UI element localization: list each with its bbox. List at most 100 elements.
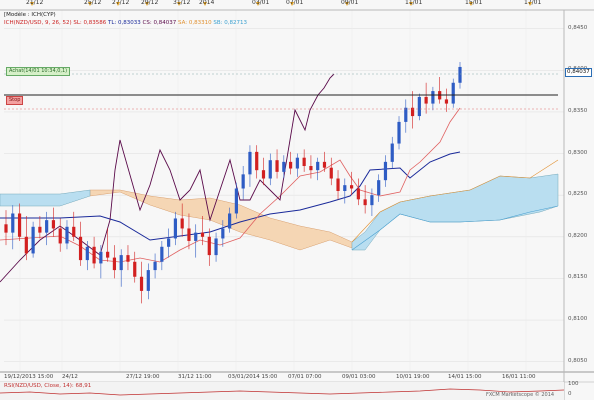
cloud [0,173,559,251]
tenkan-line [0,107,461,263]
candle-body [139,276,144,291]
candles [4,61,462,304]
current-price-label: 0,84037 [565,68,592,77]
candle-body [410,107,415,117]
cs-value: CS: 0,84037 [142,20,177,26]
tl-value: TL: 0,83033 [108,20,141,26]
model-label: [Modèle : ICH(CYP) [4,12,56,18]
candle-body [17,213,22,237]
candle-body [11,213,15,233]
senkou-span-a [351,159,559,243]
grid [4,10,564,372]
top-date-label: 29/12 [141,0,159,6]
indicator-info: ICH(NZD/USD, 9, 26, 52) SL: 0,83586 TL: … [4,20,247,27]
time-axis-label: 27/12 19:00 [126,374,160,380]
stop-tag[interactable]: Stop [6,96,24,105]
sb-value: SB: 0,82713 [213,20,247,26]
candle-body [241,174,245,189]
rsi-label: RSI(NZD/USD, Close, 14): 68,91 [4,383,92,389]
price-axis-label: 0,8100 [568,316,588,323]
candle-body [404,107,408,122]
candle-body [167,238,171,247]
candle-body [221,228,225,239]
bullish-cloud-left [0,189,91,207]
time-axis-label: 19/12/2013 15:00 [4,374,54,380]
price-axis-label: 0,8300 [568,149,588,156]
candle-body [295,157,299,169]
candle-body [309,166,313,171]
candle-body [112,257,117,271]
session-marker-icon [177,2,181,6]
candle-body [431,91,435,104]
candle-body [458,66,462,83]
price-axis-label: 0,8250 [568,191,588,198]
candle-body [268,160,272,179]
footer-copyright: FXCM Marketscope © 2014 [486,392,555,398]
candle-body [194,232,198,241]
candle-body [51,220,56,229]
candle-body [261,170,266,179]
top-date-label: 2014 [199,0,215,6]
candle-body [85,246,89,261]
candle-body [248,151,252,175]
candle-body [65,226,69,244]
time-axis-label: 03/01/2014 15:00 [228,374,278,380]
top-date-label: 11/01 [405,0,423,6]
top-date-label: 03/01 [252,0,270,6]
candle-body [38,226,42,233]
senkou-span-b [351,205,559,251]
candle-body [349,185,354,189]
candle-body [78,236,83,261]
top-date-label: 25/12 [84,0,102,6]
candle-body [451,82,455,104]
candle-body [377,180,381,196]
candle-body [160,246,164,262]
session-marker-icon [88,2,92,6]
top-date-label: 09/01 [341,0,359,6]
candle-body [214,238,218,256]
candle-body [45,220,49,233]
session-marker-icon [528,2,532,6]
price-axis-label: 0,8450 [568,24,588,31]
ich-name: ICH(NZD/USD, 9, 26, 52) [4,20,72,26]
candle-body [4,224,8,233]
candle-body [133,261,137,277]
rsi-line [0,388,565,396]
candle-body [343,185,347,191]
kijun-line [0,151,461,241]
top-date-label: 15/01 [465,0,483,6]
candle-body [187,228,191,241]
candle-body [207,236,211,256]
candle-body [370,195,374,206]
candle-body [255,151,259,171]
time-axis-label: 10/01 19:00 [396,374,430,380]
candle-body [180,218,184,229]
time-axis-label: 24/12 [62,374,78,380]
candle-body [322,161,327,168]
candle-body [397,121,401,144]
top-date-label: 07/01 [286,0,304,6]
candle-body [336,178,340,191]
chikou-line [0,73,335,283]
achat-tag[interactable]: Achat(14/01 10:34,0,1) [6,67,71,76]
candle-body [200,232,205,237]
price-axis-label: 0,8350 [568,107,588,114]
candle-body [146,270,150,291]
candle-body [58,228,62,244]
candle-body [92,246,96,264]
session-marker-icon [469,2,473,6]
candle-body [228,213,232,229]
time-axis-label: 07/01 07:00 [288,374,322,380]
candle-body [390,143,394,162]
rsi-level-100: 100 [568,381,579,387]
candle-body [424,96,428,104]
candle-body [31,226,35,254]
candle-body [126,255,130,262]
lines [0,73,559,283]
candle-body [234,188,238,214]
candle-body [153,261,157,271]
candle-body [275,160,279,172]
top-date-label: 27/12 [112,0,130,6]
